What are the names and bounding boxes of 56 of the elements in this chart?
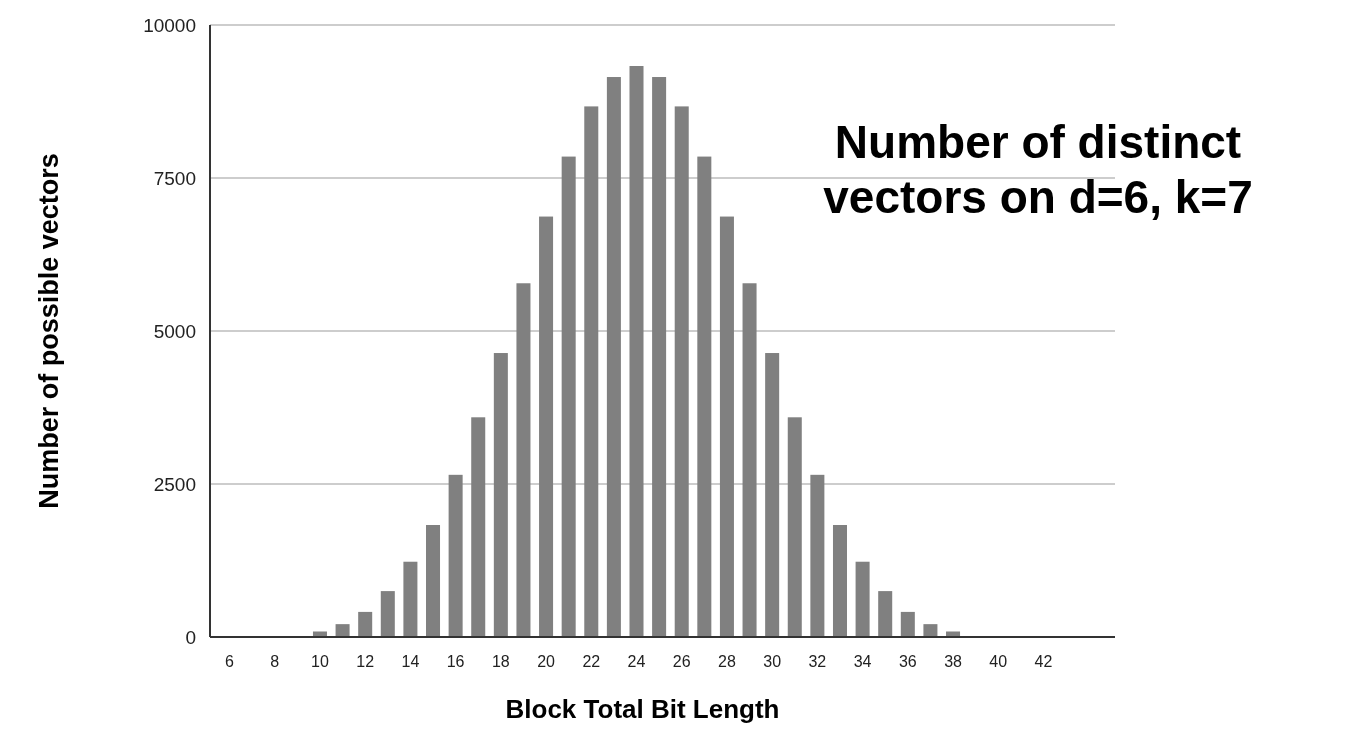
- bar: [855, 561, 870, 637]
- x-tick-label: 36: [898, 653, 917, 670]
- bar: [516, 283, 531, 637]
- y-axis-title: Number of possible vectors: [34, 153, 64, 509]
- bar: [765, 353, 780, 637]
- bar: [358, 611, 373, 637]
- x-tick-label: 32: [808, 653, 827, 670]
- x-tick-label: 28: [718, 653, 736, 670]
- x-tick-label: 22: [582, 653, 601, 670]
- x-tick-label: 40: [989, 653, 1008, 670]
- x-tick-label: 16: [446, 653, 465, 670]
- x-tick-label: 42: [1034, 653, 1053, 670]
- x-tick-label: 14: [401, 653, 420, 670]
- y-tick-label: 7500: [153, 167, 196, 189]
- x-tick-label: 38: [944, 653, 963, 670]
- x-tick-label: 12: [356, 653, 375, 670]
- bar: [742, 283, 757, 637]
- bar: [561, 156, 576, 637]
- bar: [471, 417, 486, 637]
- x-tick-label: 34: [853, 653, 872, 670]
- bar: [448, 474, 463, 637]
- bar: [606, 77, 621, 637]
- bar: [810, 474, 825, 637]
- bar: [674, 106, 689, 637]
- x-tick-label: 18: [491, 653, 510, 670]
- bar: [335, 624, 350, 637]
- x-tick-label: 6: [225, 653, 235, 670]
- bar: [403, 561, 418, 637]
- bar: [900, 611, 915, 637]
- x-tick-label: 30: [763, 653, 782, 670]
- bar: [493, 353, 508, 637]
- bar: [946, 631, 961, 637]
- bar: [923, 624, 938, 637]
- bar: [539, 216, 554, 637]
- bar: [629, 66, 644, 637]
- x-tick-label: 26: [672, 653, 691, 670]
- bar: [312, 631, 327, 637]
- bar: [426, 525, 441, 637]
- x-tick-label: 8: [270, 653, 280, 670]
- bar: [787, 417, 802, 637]
- x-tick-label: 24: [627, 653, 646, 670]
- bar: [719, 216, 734, 637]
- x-axis-title: Block Total Bit Length: [505, 694, 780, 724]
- y-tick-label: 0: [185, 626, 196, 648]
- text: Number of distinct vectors on d=6, k=7: [823, 116, 1253, 223]
- bar: [380, 591, 395, 637]
- bar: [878, 591, 893, 637]
- y-tick-label: 10000: [143, 14, 196, 36]
- bar: [832, 525, 847, 637]
- bar: [697, 156, 712, 637]
- bar: [584, 106, 599, 637]
- y-tick-label: 5000: [153, 320, 196, 342]
- x-tick-label: 20: [537, 653, 556, 670]
- x-tick-label: 10: [311, 653, 329, 670]
- bar: [652, 77, 667, 637]
- y-tick-label: 2500: [153, 473, 196, 495]
